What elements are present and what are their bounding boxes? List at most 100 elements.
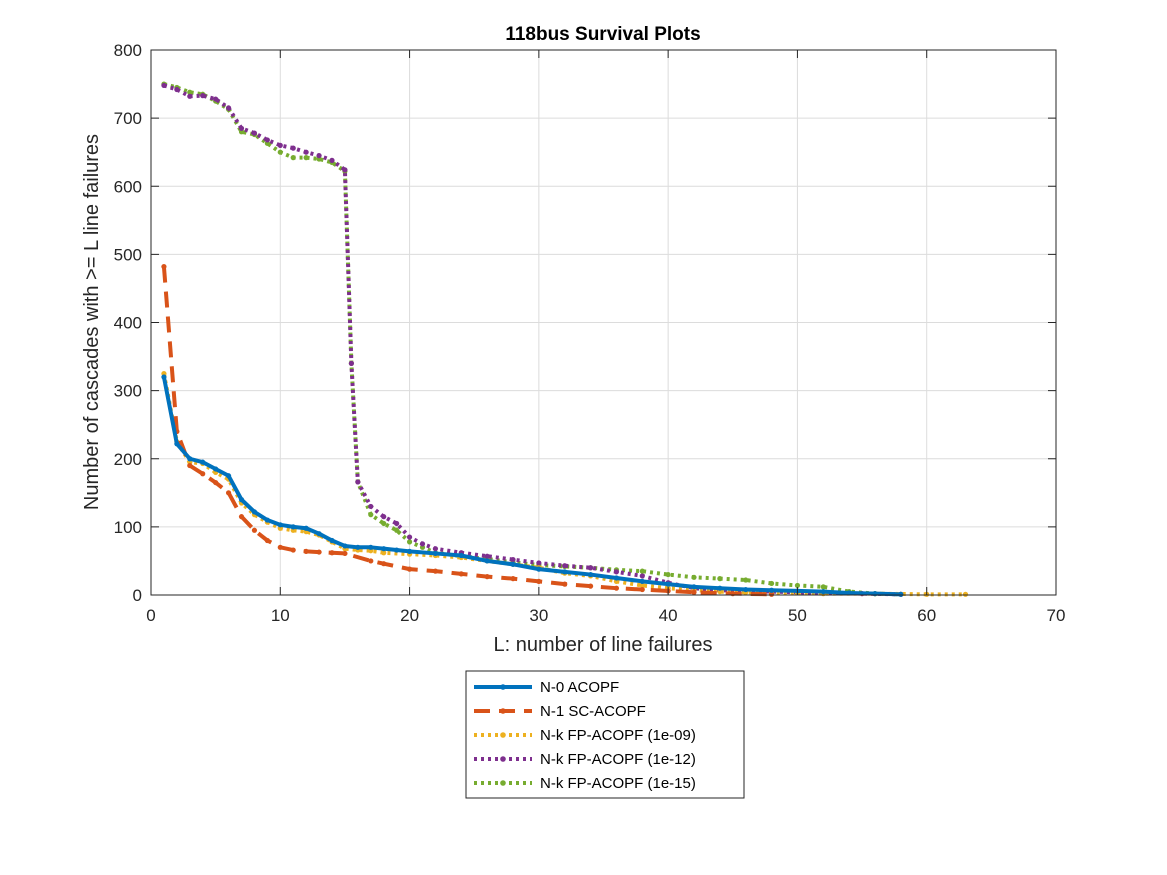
- series-1-point: [329, 537, 335, 544]
- y-tick-label: 600: [114, 177, 142, 196]
- series-1-point: [238, 497, 245, 503]
- series-2-point: [264, 537, 270, 544]
- series-4-point: [394, 520, 400, 527]
- series-4-point: [290, 145, 296, 151]
- legend-marker-4: [500, 756, 506, 762]
- series-1-point: [743, 586, 749, 593]
- series-2-point: [432, 568, 439, 574]
- series-1-point: [562, 569, 568, 575]
- series-2-point: [536, 578, 542, 584]
- y-axis-label: Number of cascades with >= L line failur…: [81, 134, 103, 510]
- series-4-point: [200, 93, 206, 99]
- series-2-point: [238, 514, 245, 520]
- legend-marker-3: [500, 732, 506, 738]
- series-1-point: [510, 561, 516, 567]
- series-4-point: [348, 360, 354, 366]
- legend-entry-4: N-k FP-ACOPF (1e-12): [540, 751, 696, 768]
- series-1-point: [264, 517, 270, 523]
- series-5-point: [768, 580, 775, 587]
- series-1-point: [161, 374, 167, 380]
- series-line-3: [161, 373, 966, 597]
- series-2-point: [303, 548, 309, 555]
- series-5-point: [665, 571, 671, 578]
- series-2-point: [768, 591, 775, 597]
- series-1-point: [717, 585, 723, 591]
- series-4-point: [238, 125, 245, 131]
- series-5-point: [290, 155, 296, 161]
- series-1-point: [406, 548, 413, 555]
- series-2-point: [200, 471, 206, 477]
- series-3-point: [962, 591, 969, 597]
- series-4-point: [251, 130, 258, 136]
- series-4-point: [303, 149, 309, 155]
- series-1-point: [213, 466, 219, 472]
- legend-entry-3: N-k FP-ACOPF (1e-09): [540, 727, 696, 744]
- series-4-point: [161, 82, 167, 89]
- x-tick-label: 40: [659, 606, 678, 625]
- series-4-point: [355, 479, 361, 485]
- series-3-point: [381, 550, 387, 556]
- x-tick-label: 20: [400, 606, 419, 625]
- series-4-point: [329, 157, 335, 163]
- series-1-point: [225, 473, 232, 479]
- series-2-point: [329, 550, 335, 556]
- series-4-point: [536, 560, 542, 566]
- grid: [151, 50, 1056, 595]
- series-4-point: [174, 86, 180, 93]
- series-5-point: [381, 520, 387, 527]
- series-2-point: [213, 479, 219, 486]
- series-4-point: [419, 541, 426, 547]
- series-1-point: [251, 509, 258, 515]
- series-2-point: [613, 585, 620, 591]
- legend-entry-2: N-1 SC-ACOPF: [540, 703, 646, 720]
- series-5-point: [639, 568, 645, 574]
- series-1-point: [303, 525, 309, 531]
- series-2-point: [368, 558, 374, 564]
- series-4-point: [432, 546, 439, 552]
- y-tick-label: 200: [114, 450, 142, 469]
- y-tick-label: 400: [114, 314, 142, 333]
- series-2-point: [381, 561, 387, 567]
- series-4-point: [277, 142, 283, 148]
- series-2-point: [406, 566, 413, 572]
- series-1-point: [639, 578, 645, 584]
- series-1-point: [536, 566, 542, 572]
- series-2-point: [342, 550, 348, 557]
- series-5-point: [406, 539, 413, 545]
- series-1-point: [355, 544, 361, 550]
- series-4-point: [587, 565, 594, 571]
- series-2-point: [225, 490, 232, 496]
- series-2-point: [277, 544, 283, 550]
- series-5-point: [743, 577, 749, 583]
- series-4-point: [187, 93, 193, 99]
- x-tick-label: 0: [146, 606, 155, 625]
- series-5-point: [277, 149, 283, 155]
- series-1-point: [316, 531, 322, 537]
- series-1-point: [174, 441, 180, 447]
- series-5-point: [368, 512, 374, 518]
- series-4-point: [381, 514, 387, 520]
- series-2-point: [161, 264, 167, 270]
- series-2-point: [316, 549, 322, 555]
- series-layer: [161, 81, 969, 597]
- series-1-point: [394, 547, 400, 553]
- series-5-point: [691, 574, 697, 580]
- legend-entry-5: N-k FP-ACOPF (1e-15): [540, 775, 696, 792]
- legend-marker-2: [500, 708, 506, 714]
- legend-entry-1: N-0 ACOPF: [540, 679, 619, 696]
- x-tick-label: 10: [271, 606, 290, 625]
- series-1-point: [613, 575, 620, 581]
- y-tick-label: 700: [114, 109, 142, 128]
- series-4-point: [342, 167, 348, 173]
- series-3-point: [639, 582, 645, 589]
- series-1-point: [458, 552, 464, 559]
- series-2-point: [458, 571, 464, 577]
- x-axis-label: L: number of line failures: [493, 634, 712, 656]
- y-tick-label: 100: [114, 518, 142, 537]
- series-5-point: [303, 155, 309, 161]
- y-tick-label: 300: [114, 382, 142, 401]
- ticks: [150, 49, 1057, 596]
- series-1-point: [768, 587, 775, 593]
